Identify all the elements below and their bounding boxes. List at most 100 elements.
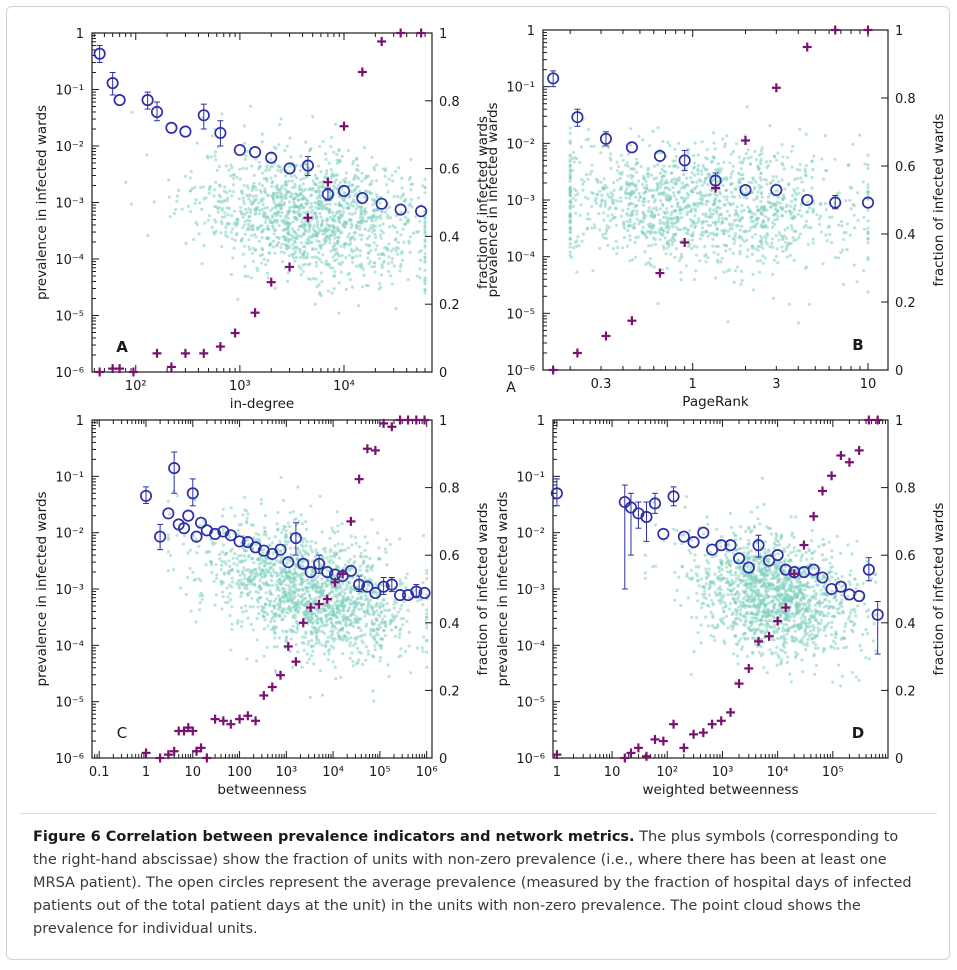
cloud-point	[275, 219, 280, 223]
cloud-point	[704, 176, 708, 180]
cloud-point	[697, 201, 702, 206]
cloud-point	[296, 599, 300, 603]
cloud-point	[658, 199, 663, 203]
cloud-point	[717, 220, 721, 224]
cloud-point	[200, 262, 204, 266]
cloud-point	[760, 152, 764, 156]
cloud-point	[568, 160, 572, 164]
cloud-point	[366, 564, 370, 568]
cloud-point	[175, 194, 180, 198]
cloud-point	[728, 227, 732, 231]
cloud-point	[269, 165, 273, 169]
y-tick-label: 10⁻⁶	[506, 364, 535, 379]
cloud-point	[226, 571, 230, 575]
cloud-point	[372, 165, 376, 170]
cloud-point	[624, 196, 628, 200]
cloud-point	[254, 532, 258, 536]
cloud-point	[421, 603, 425, 607]
cloud-point	[255, 266, 259, 270]
cloud-point	[207, 188, 212, 192]
cloud-point	[661, 139, 665, 143]
cloud-point	[747, 180, 751, 184]
cloud-point	[274, 558, 278, 563]
cloud-point	[651, 207, 655, 211]
cloud-point	[328, 647, 332, 652]
cloud-point	[285, 189, 290, 193]
cloud-point	[188, 548, 192, 552]
cloud-point	[315, 634, 319, 639]
cloud-point	[414, 215, 418, 219]
cloud-point	[307, 615, 311, 619]
cloud-point	[363, 614, 367, 618]
cloud-point	[756, 208, 760, 212]
cloud-point	[704, 202, 708, 206]
cloud-point	[293, 216, 298, 220]
cloud-point	[288, 136, 292, 140]
cloud-point	[581, 188, 585, 192]
cloud-point	[297, 212, 301, 216]
cloud-point	[691, 233, 695, 237]
cloud-point	[269, 620, 273, 624]
cloud-point	[425, 650, 429, 654]
cloud-point	[248, 590, 252, 594]
cloud-point	[635, 217, 639, 221]
cloud-point	[620, 187, 624, 191]
cloud-point	[374, 248, 378, 252]
cloud-point	[636, 161, 640, 165]
cloud-point	[352, 231, 356, 235]
cloud-point	[745, 255, 750, 259]
cloud-point	[366, 652, 370, 656]
cloud-point	[331, 632, 335, 636]
cloud-point	[314, 599, 318, 603]
cloud-point	[353, 617, 357, 621]
cloud-point	[634, 195, 638, 199]
cloud-point	[168, 215, 172, 219]
cloud-point	[603, 204, 607, 208]
cloud-point	[839, 251, 843, 255]
cloud-point	[332, 184, 336, 188]
cloud-point	[230, 547, 234, 551]
cloud-point	[771, 202, 775, 207]
cloud-point	[678, 211, 682, 215]
cloud-point	[177, 188, 181, 192]
cloud-point	[314, 596, 318, 601]
cloud-point	[245, 657, 249, 661]
cloud-point	[378, 614, 382, 618]
cloud-point	[709, 212, 713, 216]
cloud-point	[673, 147, 677, 151]
cloud-point	[680, 215, 684, 219]
cloud-point	[370, 265, 374, 269]
cloud-point	[390, 257, 395, 261]
cloud-point	[650, 210, 654, 214]
cloud-point	[715, 209, 719, 213]
cloud-point	[679, 208, 683, 212]
cloud-point	[337, 311, 341, 315]
cloud-point	[845, 222, 850, 226]
cloud-point	[318, 292, 322, 296]
cloud-point	[275, 602, 279, 607]
cloud-point	[316, 232, 320, 236]
y2-tick-label: 0.8	[439, 95, 460, 110]
cloud-point	[226, 213, 230, 217]
cloud-point	[323, 550, 327, 554]
cloud-point	[193, 201, 197, 205]
cloud-point	[623, 226, 627, 230]
cloud-point	[616, 178, 620, 182]
cloud-point	[750, 235, 755, 239]
mean-prevalence-circle	[571, 111, 584, 124]
cloud-point	[379, 637, 383, 641]
cloud-point	[819, 230, 824, 234]
cloud-point	[568, 169, 572, 173]
cloud-point	[335, 158, 339, 162]
cloud-point	[331, 245, 335, 249]
cloud-point	[731, 149, 736, 154]
cloud-point	[255, 571, 259, 575]
cloud-point	[649, 173, 654, 177]
cloud-point	[230, 605, 234, 609]
cloud-point	[705, 230, 709, 234]
cloud-point	[651, 223, 655, 227]
cloud-point	[378, 606, 382, 610]
cloud-point	[742, 208, 746, 212]
cloud-point	[247, 554, 251, 558]
cloud-point	[214, 563, 218, 567]
